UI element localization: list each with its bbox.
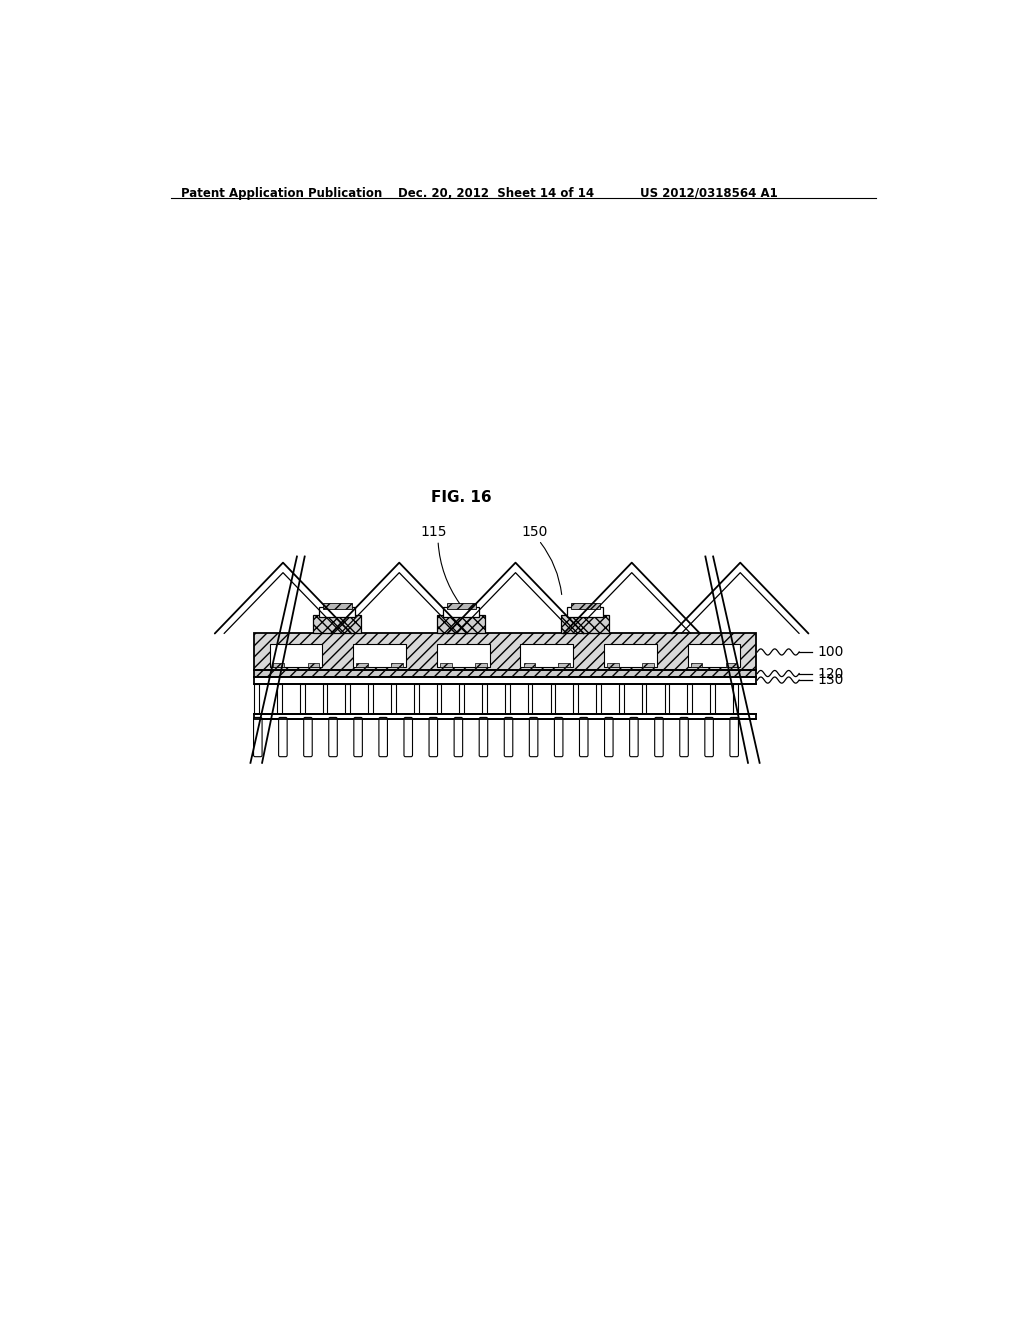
FancyBboxPatch shape: [429, 718, 437, 756]
Bar: [278, 684, 282, 714]
Bar: [300, 684, 304, 714]
FancyBboxPatch shape: [654, 718, 664, 756]
Bar: [353, 644, 407, 668]
Bar: [440, 663, 452, 668]
FancyBboxPatch shape: [404, 718, 413, 756]
Bar: [475, 663, 486, 668]
FancyBboxPatch shape: [529, 718, 538, 756]
Bar: [446, 603, 476, 609]
Bar: [323, 603, 352, 609]
Bar: [687, 644, 740, 668]
Bar: [254, 671, 756, 677]
FancyBboxPatch shape: [479, 718, 487, 756]
FancyBboxPatch shape: [454, 718, 463, 756]
Bar: [391, 684, 395, 714]
FancyBboxPatch shape: [554, 718, 563, 756]
Bar: [254, 714, 756, 719]
FancyBboxPatch shape: [504, 718, 513, 756]
Text: 130: 130: [818, 673, 844, 688]
Bar: [391, 663, 402, 668]
Bar: [567, 607, 603, 616]
FancyBboxPatch shape: [730, 718, 738, 756]
Bar: [443, 607, 479, 616]
Bar: [573, 684, 579, 714]
Bar: [505, 684, 510, 714]
Bar: [437, 644, 489, 668]
Bar: [254, 634, 756, 671]
Bar: [323, 684, 328, 714]
Text: 100: 100: [818, 645, 844, 659]
Bar: [642, 684, 646, 714]
Bar: [711, 684, 715, 714]
Bar: [272, 663, 285, 668]
Bar: [319, 607, 355, 616]
Bar: [313, 615, 361, 634]
Bar: [687, 684, 692, 714]
FancyBboxPatch shape: [580, 718, 588, 756]
Text: 150: 150: [521, 525, 548, 539]
Bar: [726, 663, 737, 668]
Bar: [460, 684, 464, 714]
Text: US 2012/0318564 A1: US 2012/0318564 A1: [640, 187, 777, 199]
FancyBboxPatch shape: [680, 718, 688, 756]
Bar: [570, 603, 600, 609]
Bar: [604, 644, 656, 668]
Bar: [356, 663, 368, 668]
Bar: [596, 684, 601, 714]
Bar: [254, 677, 756, 684]
Bar: [527, 684, 532, 714]
Bar: [437, 615, 485, 634]
Bar: [561, 615, 609, 634]
Text: Patent Application Publication: Patent Application Publication: [180, 187, 382, 199]
FancyBboxPatch shape: [279, 718, 287, 756]
FancyBboxPatch shape: [354, 718, 362, 756]
Bar: [308, 663, 319, 668]
FancyBboxPatch shape: [705, 718, 714, 756]
Bar: [254, 684, 259, 714]
Text: Dec. 20, 2012  Sheet 14 of 14: Dec. 20, 2012 Sheet 14 of 14: [397, 187, 594, 199]
Bar: [607, 663, 618, 668]
FancyBboxPatch shape: [254, 718, 262, 756]
Bar: [269, 644, 323, 668]
FancyBboxPatch shape: [630, 718, 638, 756]
FancyBboxPatch shape: [329, 718, 337, 756]
FancyBboxPatch shape: [304, 718, 312, 756]
Bar: [345, 684, 350, 714]
Text: 120: 120: [818, 667, 844, 681]
Bar: [618, 684, 624, 714]
Bar: [733, 684, 737, 714]
Bar: [369, 684, 373, 714]
Bar: [520, 644, 573, 668]
Bar: [558, 663, 570, 668]
Bar: [436, 684, 441, 714]
Text: 115: 115: [421, 525, 447, 539]
FancyBboxPatch shape: [379, 718, 387, 756]
Text: FIG. 16: FIG. 16: [431, 490, 492, 506]
FancyBboxPatch shape: [604, 718, 613, 756]
Bar: [691, 663, 702, 668]
Bar: [414, 684, 419, 714]
Bar: [642, 663, 653, 668]
Bar: [523, 663, 536, 668]
Bar: [665, 684, 670, 714]
Bar: [482, 684, 486, 714]
Bar: [551, 684, 555, 714]
